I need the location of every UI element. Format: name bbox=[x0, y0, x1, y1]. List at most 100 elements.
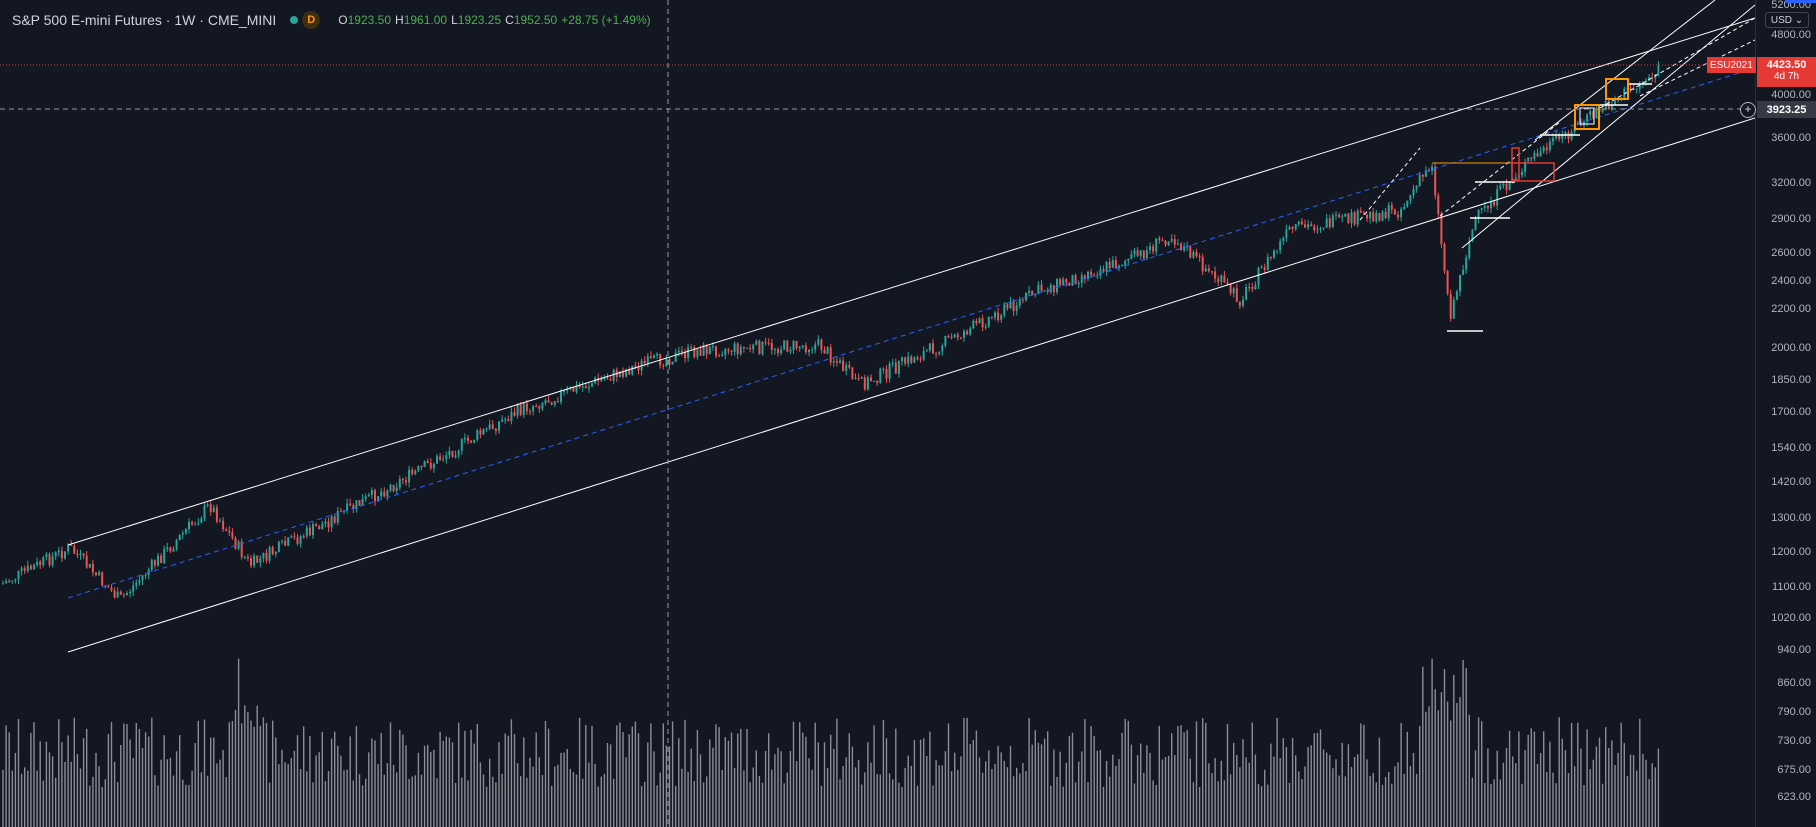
volume-bar bbox=[981, 772, 984, 827]
volume-bar bbox=[1025, 771, 1027, 827]
volume-bar bbox=[1580, 748, 1582, 827]
symbol-title[interactable]: S&P 500 E-mini Futures bbox=[12, 12, 162, 28]
candle-body bbox=[628, 369, 631, 375]
candle-body bbox=[1393, 209, 1396, 215]
volume-bar bbox=[1648, 779, 1650, 827]
candle-body bbox=[1173, 239, 1176, 245]
consolidation-box-orange-1[interactable] bbox=[1574, 104, 1600, 130]
symbol-legend: S&P 500 E-mini Futures · 1W · CME_MINI D… bbox=[12, 11, 651, 29]
candle-body bbox=[1552, 138, 1554, 142]
volume-bar bbox=[1205, 722, 1207, 827]
candle-body bbox=[1474, 218, 1477, 231]
volume-bar bbox=[588, 762, 590, 827]
plus-circle-icon[interactable]: + bbox=[1740, 102, 1756, 118]
candle-body bbox=[1344, 213, 1347, 217]
candle-body bbox=[916, 357, 919, 360]
price-tick: 1850.00 bbox=[1771, 374, 1811, 386]
steep-dashed-line-1[interactable] bbox=[1439, 121, 1561, 217]
channel-upper-line[interactable] bbox=[67, 17, 1755, 546]
volume-bar bbox=[1214, 758, 1216, 827]
candle-body bbox=[829, 347, 832, 363]
volume-bar bbox=[1512, 756, 1514, 827]
volume-bar bbox=[1316, 732, 1319, 827]
volume-bar bbox=[386, 763, 389, 827]
candle-body bbox=[76, 553, 79, 556]
symbol-exchange[interactable]: CME_MINI bbox=[207, 12, 277, 28]
candle-body bbox=[1269, 256, 1272, 258]
candle-body bbox=[1127, 258, 1130, 261]
candle-body bbox=[1238, 301, 1241, 306]
consolidation-box-orange-2[interactable] bbox=[1605, 78, 1629, 100]
volume-bar bbox=[1065, 762, 1067, 827]
candle-body bbox=[395, 487, 398, 491]
delayed-badge[interactable]: D bbox=[302, 11, 321, 29]
volume-bar bbox=[944, 751, 947, 827]
steep-channel-lower-line[interactable] bbox=[1461, 4, 1755, 249]
candle-body bbox=[1251, 287, 1254, 290]
price-tick: 1300.00 bbox=[1771, 512, 1811, 524]
volume-bar bbox=[975, 730, 978, 827]
chart-canvas[interactable] bbox=[0, 0, 1755, 827]
volume-bar bbox=[1195, 721, 1198, 827]
volume-bar bbox=[597, 786, 599, 827]
candle-body bbox=[1285, 229, 1288, 238]
candle-body bbox=[1232, 288, 1235, 294]
channel-lower-line[interactable] bbox=[67, 117, 1755, 653]
volume-bar bbox=[916, 785, 919, 827]
candle-body bbox=[746, 347, 748, 349]
candle-body bbox=[507, 419, 510, 422]
steep-dashed-line-3[interactable] bbox=[1599, 17, 1755, 109]
volume-bar bbox=[389, 722, 392, 827]
volume-bar bbox=[544, 720, 547, 827]
candle-body bbox=[1558, 134, 1561, 140]
volume-bar bbox=[516, 763, 519, 827]
candle-body bbox=[1437, 195, 1440, 214]
volume-bar bbox=[929, 731, 931, 827]
candle-body bbox=[405, 480, 407, 483]
candle-body bbox=[1068, 282, 1071, 286]
steep-dashed-line-4[interactable] bbox=[1639, 39, 1755, 97]
volume-bar bbox=[833, 748, 835, 827]
volume-bar bbox=[1502, 762, 1505, 827]
candle-body bbox=[535, 406, 538, 408]
volume-bar bbox=[1198, 786, 1201, 827]
consolidation-box-orange-3[interactable] bbox=[1579, 107, 1595, 125]
candle-body bbox=[770, 342, 773, 350]
channel-mid-line[interactable] bbox=[67, 67, 1755, 599]
price-tick: 3200.00 bbox=[1771, 177, 1811, 189]
candle-body bbox=[1263, 267, 1266, 270]
price-tick: 730.00 bbox=[1777, 735, 1811, 747]
candle-body bbox=[851, 367, 854, 379]
steep-channel-upper-line[interactable] bbox=[1534, 0, 1716, 141]
volume-bar bbox=[1136, 755, 1139, 827]
volume-bar bbox=[417, 752, 420, 827]
volume-bar bbox=[1651, 763, 1653, 827]
candle-body bbox=[1214, 271, 1217, 279]
volume-bar bbox=[253, 726, 255, 827]
volume-bar bbox=[55, 777, 57, 827]
volume-bar bbox=[693, 781, 695, 827]
candle-body bbox=[138, 580, 141, 583]
symbol-separator-2: · bbox=[195, 12, 208, 28]
volume-bar bbox=[89, 785, 91, 827]
price-tick: 790.00 bbox=[1777, 706, 1811, 718]
candle-body bbox=[197, 522, 200, 524]
candle-body bbox=[1356, 210, 1359, 225]
currency-dropdown[interactable]: USD ⌄ bbox=[1765, 12, 1809, 28]
symbol-interval[interactable]: 1W bbox=[174, 12, 196, 28]
candle-body bbox=[454, 455, 457, 458]
candle-body bbox=[538, 406, 541, 409]
candle-body bbox=[1415, 185, 1418, 189]
candle-body bbox=[250, 558, 252, 566]
candle-body bbox=[662, 365, 665, 367]
steep-dashed-line-2[interactable] bbox=[1359, 147, 1421, 221]
volume-bar bbox=[1434, 689, 1436, 827]
candle-body bbox=[1180, 243, 1182, 251]
candle-body bbox=[26, 565, 29, 571]
volume-bar bbox=[1254, 754, 1257, 827]
volume-bar bbox=[237, 658, 240, 827]
price-axis[interactable]: 5200.004800.004400.004000.003600.003200.… bbox=[1755, 0, 1816, 827]
consolidation-box-red-2[interactable] bbox=[1511, 162, 1555, 182]
candle-body bbox=[656, 353, 659, 356]
candle-body bbox=[845, 365, 848, 371]
